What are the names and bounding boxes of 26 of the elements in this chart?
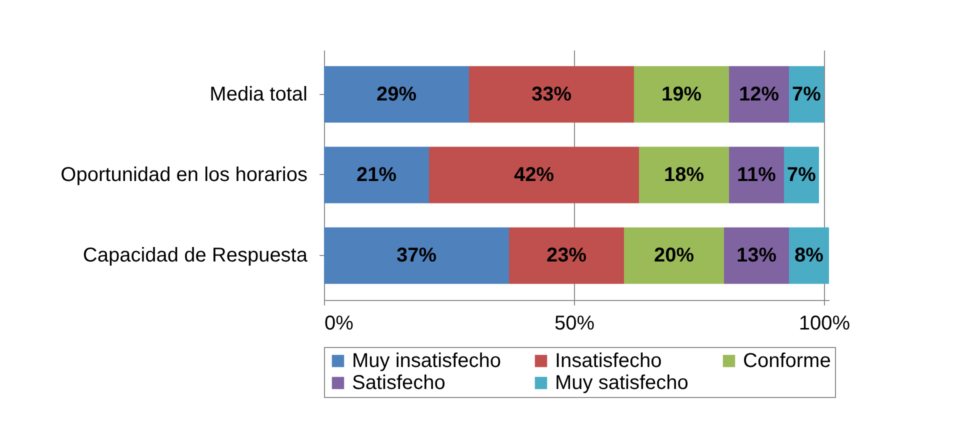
- x-tick-label: 50%: [554, 312, 595, 334]
- legend-label: Insatisfecho: [555, 350, 662, 372]
- x-tick-label: 100%: [798, 312, 850, 334]
- data-label: 29%: [376, 83, 417, 106]
- legend-label: Satisfecho: [352, 372, 446, 394]
- data-label: 42%: [514, 164, 554, 186]
- data-label: 7%: [787, 164, 816, 186]
- data-label: 33%: [531, 83, 572, 106]
- data-label: 11%: [737, 164, 776, 186]
- y-tick-label: Capacidad de Respuesta: [82, 244, 308, 267]
- data-label: 13%: [736, 244, 777, 267]
- data-label: 37%: [396, 244, 437, 267]
- data-label: 21%: [356, 164, 397, 186]
- data-label: 18%: [664, 164, 704, 186]
- legend-label: Muy insatisfecho: [352, 350, 501, 372]
- data-label: 23%: [546, 244, 587, 267]
- data-label: 12%: [738, 83, 780, 106]
- y-tick-label: Media total: [210, 83, 308, 106]
- data-label: 20%: [654, 244, 694, 267]
- legend-label: Conforme: [743, 350, 831, 372]
- legend-label: Muy satisfecho: [555, 372, 688, 394]
- data-label: 19%: [661, 83, 702, 106]
- data-label: 7%: [792, 83, 822, 106]
- y-tick-label: Oportunidad en los horarios: [60, 164, 308, 186]
- data-label: 8%: [794, 244, 824, 267]
- x-tick-label: 0%: [324, 312, 354, 334]
